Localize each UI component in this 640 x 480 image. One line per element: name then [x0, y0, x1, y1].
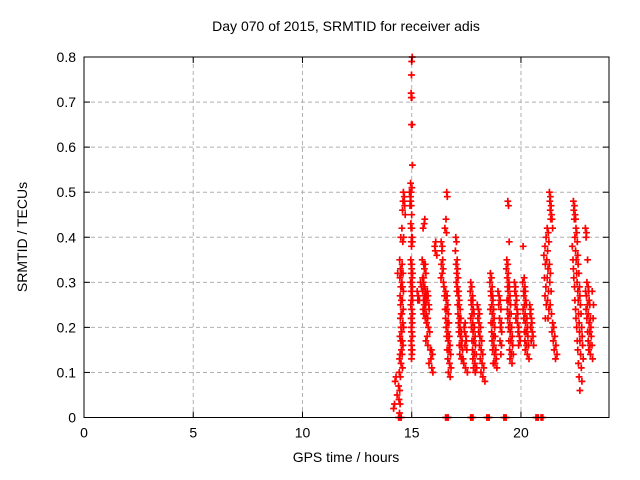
y-tick-label: 0: [68, 410, 76, 426]
x-tick-labels: 0 5 10 15 20: [80, 425, 529, 441]
y-axis-label: SRMTID / TECUs: [14, 182, 30, 292]
y-tick-label: 0.2: [57, 319, 77, 335]
y-tick-label: 0.3: [57, 274, 77, 290]
x-tick-label: 0: [80, 425, 88, 441]
tick-layer: [83, 56, 609, 418]
y-tick-label: 0.8: [57, 49, 77, 65]
y-tick-label: 0.1: [57, 364, 77, 380]
y-tick-label: 0.5: [57, 184, 77, 200]
x-tick-label: 15: [404, 425, 420, 441]
y-tick-labels: 0 0.1 0.2 0.3 0.4 0.5 0.6 0.7 0.8: [57, 49, 77, 426]
y-tick-label: 0.6: [57, 139, 77, 155]
chart-title: Day 070 of 2015, SRMTID for receiver adi…: [212, 18, 480, 34]
grid-layer: [84, 57, 609, 418]
y-tick-label: 0.4: [57, 229, 77, 245]
x-tick-label: 5: [189, 425, 197, 441]
x-tick-label: 10: [295, 425, 311, 441]
y-tick-label: 0.7: [57, 94, 77, 110]
x-tick-label: 20: [513, 425, 529, 441]
x-axis-label: GPS time / hours: [293, 449, 400, 465]
